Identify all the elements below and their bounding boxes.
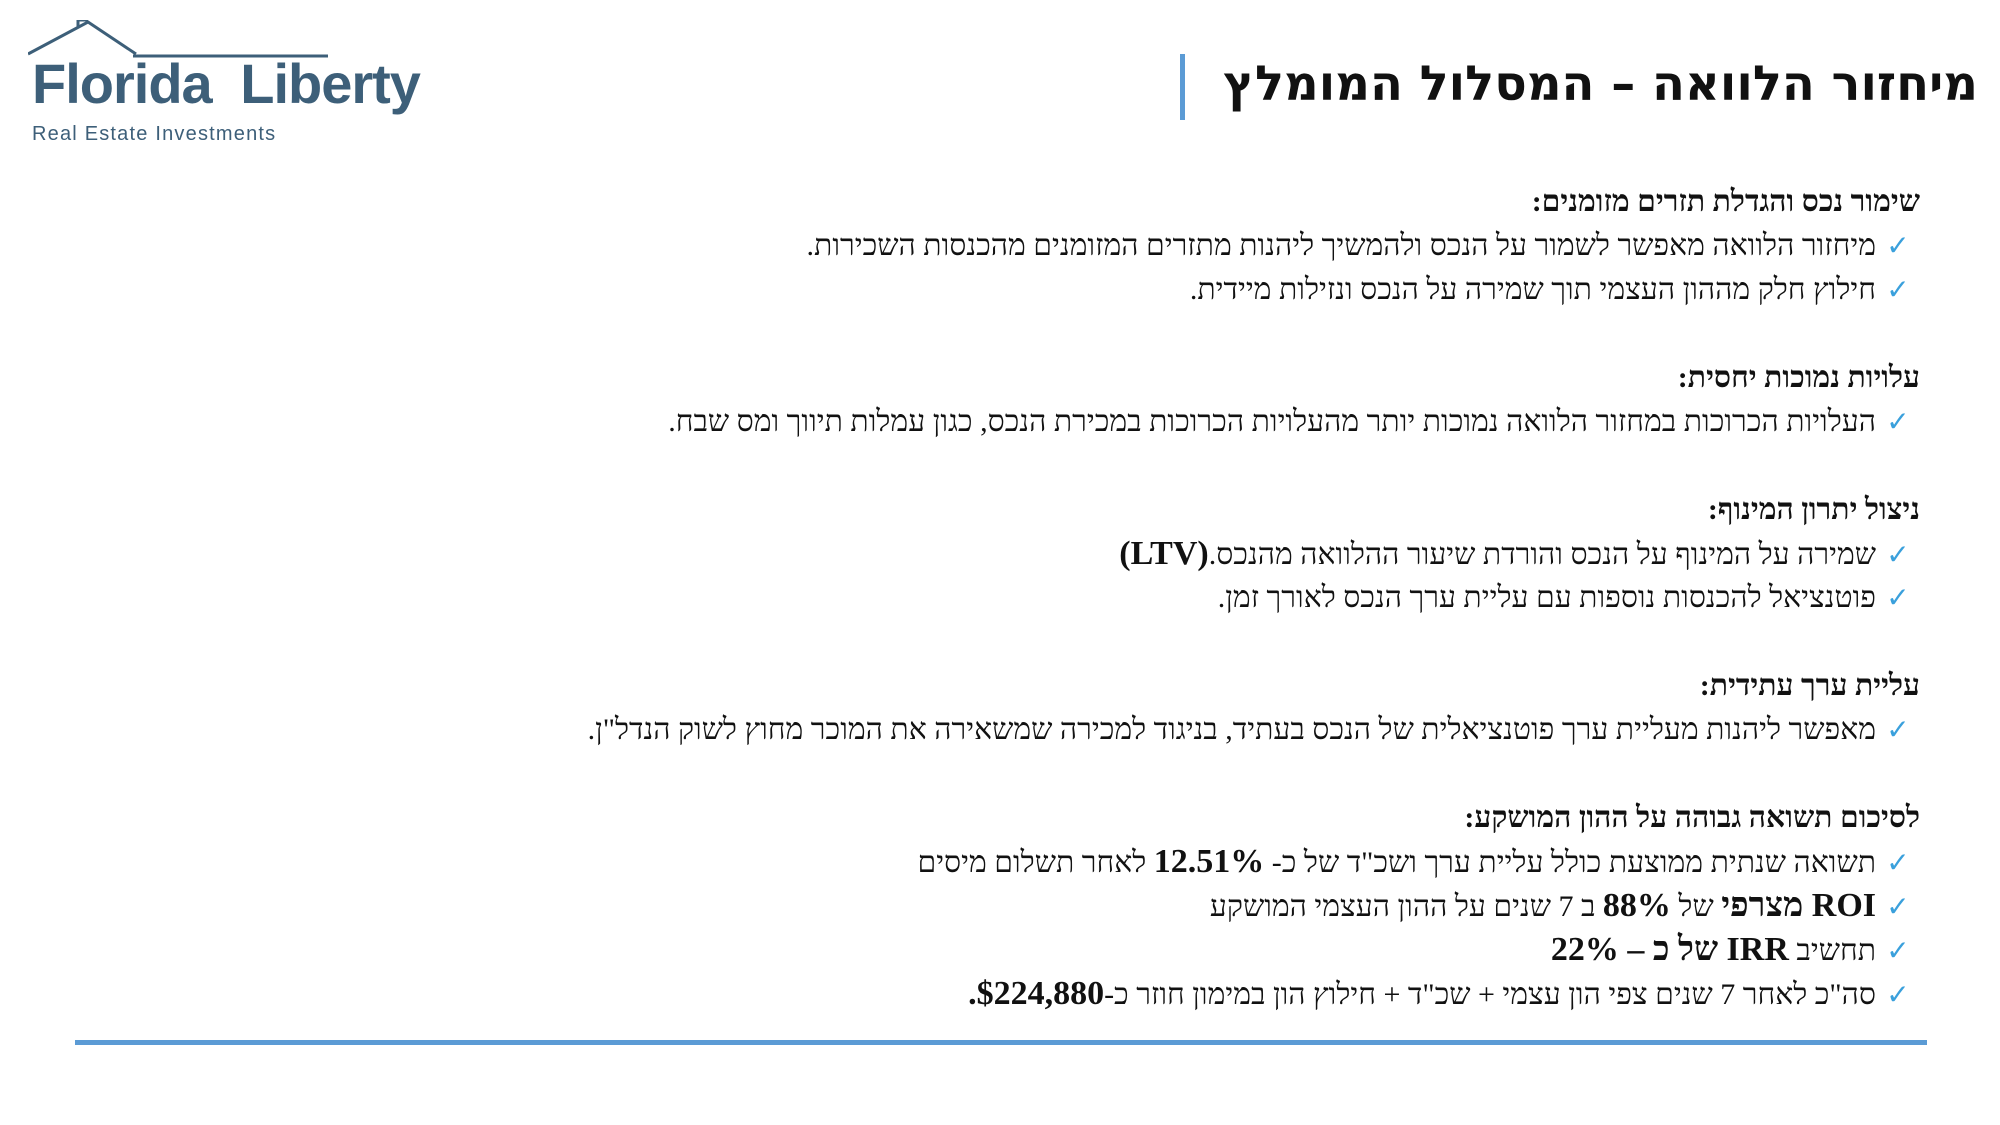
bullet-text: העלויות הכרוכות במחזור הלוואה נמוכות יות… bbox=[668, 405, 1876, 438]
title-accent-bar bbox=[1180, 54, 1185, 120]
roi-value: 88% bbox=[1603, 887, 1671, 924]
bullet-text: פוטנציאל להכנסות נוספות עם עליית ערך הנכ… bbox=[1218, 581, 1876, 614]
bullet-text: חילוץ חלק מההון העצמי תוך שמירה על הנכס … bbox=[1190, 273, 1876, 306]
check-icon: ✓ bbox=[1876, 224, 1920, 268]
bullet-text: תשואה שנתית ממוצעת כולל עליית ערך ושכ"ד … bbox=[1264, 846, 1876, 879]
bullet-text: תחשיב bbox=[1789, 934, 1876, 967]
list-item: ✓תחשיב IRR של כ – 22% bbox=[360, 928, 1920, 972]
bullet-text: של bbox=[1671, 890, 1721, 923]
roi-label: ROI מצרפי bbox=[1721, 887, 1876, 924]
slide-content: שימור נכס והגדלת תזרים מזומנים: ✓מיחזור … bbox=[360, 180, 1920, 1060]
logo-underline bbox=[28, 20, 398, 130]
list-item: ✓מיחזור הלוואה מאפשר לשמור על הנכס ולהמש… bbox=[360, 224, 1920, 268]
annual-return-value: 12.51% bbox=[1154, 843, 1265, 880]
list-item: ✓תשואה שנתית ממוצעת כולל עליית ערך ושכ"ד… bbox=[360, 840, 1920, 884]
check-icon: ✓ bbox=[1876, 533, 1920, 577]
section-leverage: ניצול יתרון המינוף: ✓שמירה על המינוף על … bbox=[360, 488, 1920, 620]
bullet-text: מיחזור הלוואה מאפשר לשמור על הנכס ולהמשי… bbox=[807, 229, 1876, 262]
bullet-text: לאחר תשלום מיסים bbox=[917, 846, 1153, 879]
section-asset-retention: שימור נכס והגדלת תזרים מזומנים: ✓מיחזור … bbox=[360, 180, 1920, 312]
check-icon: ✓ bbox=[1876, 929, 1920, 973]
page-title: מיחזור הלוואה – המסלול המומלץ bbox=[1218, 52, 1978, 116]
list-item: ✓סה"כ לאחר 7 שנים צפי הון עצמי + שכ"ד + … bbox=[360, 972, 1920, 1016]
list-item: ✓העלויות הכרוכות במחזור הלוואה נמוכות יו… bbox=[360, 400, 1920, 444]
check-icon: ✓ bbox=[1876, 885, 1920, 929]
total-value: $224,880. bbox=[968, 975, 1104, 1012]
check-icon: ✓ bbox=[1876, 708, 1920, 752]
section-heading: לסיכום תשואה גבוהה על ההון המושקע: bbox=[360, 796, 1920, 840]
list-item: ✓מאפשר ליהנות מעליית ערך פוטנציאלית של ה… bbox=[360, 708, 1920, 752]
irr-value: 22% bbox=[1551, 931, 1619, 968]
list-item: ✓פוטנציאל להכנסות נוספות עם עליית ערך הנ… bbox=[360, 576, 1920, 620]
section-summary: לסיכום תשואה גבוהה על ההון המושקע: ✓תשוא… bbox=[360, 796, 1920, 1016]
company-logo: Florida Liberty Real Estate Investments bbox=[28, 20, 398, 130]
list-item: ✓ROI מצרפי של 88% ב 7 שנים על ההון העצמי… bbox=[360, 884, 1920, 928]
section-heading: עליית ערך עתידית: bbox=[360, 664, 1920, 708]
ltv-label: (LTV) bbox=[1119, 535, 1208, 572]
bullet-text: סה"כ לאחר 7 שנים צפי הון עצמי + שכ"ד + ח… bbox=[1104, 978, 1876, 1011]
bullet-text: שמירה על המינוף על הנכס והורדת שיעור ההל… bbox=[1209, 538, 1876, 571]
section-low-costs: עלויות נמוכות יחסית: ✓העלויות הכרוכות במ… bbox=[360, 356, 1920, 444]
bullet-text: ב 7 שנים על ההון העצמי המושקע bbox=[1210, 890, 1603, 923]
check-icon: ✓ bbox=[1876, 400, 1920, 444]
section-heading: שימור נכס והגדלת תזרים מזומנים: bbox=[360, 180, 1920, 224]
bottom-divider bbox=[75, 1040, 1927, 1045]
logo-subtitle: Real Estate Investments bbox=[32, 124, 276, 144]
list-item: ✓חילוץ חלק מההון העצמי תוך שמירה על הנכס… bbox=[360, 268, 1920, 312]
section-heading: עלויות נמוכות יחסית: bbox=[360, 356, 1920, 400]
section-heading: ניצול יתרון המינוף: bbox=[360, 488, 1920, 532]
check-icon: ✓ bbox=[1876, 268, 1920, 312]
list-item: ✓שמירה על המינוף על הנכס והורדת שיעור הה… bbox=[360, 532, 1920, 576]
irr-label: IRR של כ – bbox=[1619, 931, 1789, 968]
check-icon: ✓ bbox=[1876, 973, 1920, 1017]
check-icon: ✓ bbox=[1876, 576, 1920, 620]
check-icon: ✓ bbox=[1876, 841, 1920, 885]
section-future-appreciation: עליית ערך עתידית: ✓מאפשר ליהנות מעליית ע… bbox=[360, 664, 1920, 752]
bullet-text: מאפשר ליהנות מעליית ערך פוטנציאלית של הנ… bbox=[588, 713, 1876, 746]
